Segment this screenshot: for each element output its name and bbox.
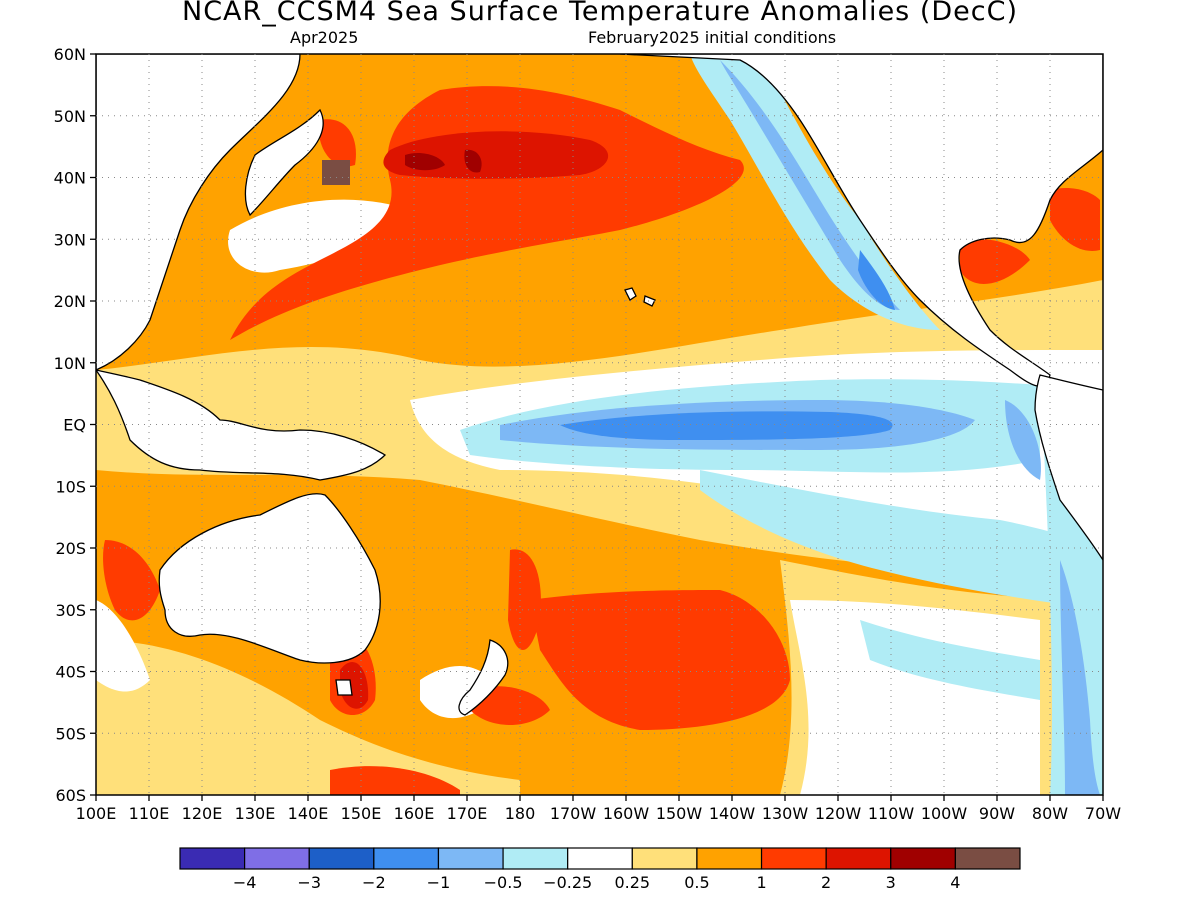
colorbar-swatch (308, 847, 375, 870)
lon-tick-label: 160E (394, 804, 435, 823)
asia-landmass (96, 54, 301, 371)
colorbar: −4 −3 −2 −1 −0.5 −0.25 0.25 0.5 1 2 3 4 (179, 847, 1021, 892)
lon-tick-label: 150E (341, 804, 382, 823)
lon-tick-label: 130E (235, 804, 276, 823)
new-zealand (458, 639, 509, 716)
colorbar-swatch (437, 847, 504, 870)
lon-tick-label: 110E (129, 804, 170, 823)
lon-tick-label: 130W (762, 804, 809, 823)
lat-tick-label: 10S (55, 477, 86, 496)
lat-tick-label: 40S (55, 663, 86, 682)
lat-tick-label: 20N (54, 292, 86, 311)
lon-tick-label: 80W (1032, 804, 1068, 823)
colorbar-swatch (373, 847, 440, 870)
lon-tick-label: 120W (815, 804, 862, 823)
initial-conditions: February2025 initial conditions (588, 28, 837, 47)
anomaly-field (96, 54, 1103, 795)
lon-tick-label: 120E (182, 804, 223, 823)
south-america (1034, 374, 1103, 562)
colorbar-label: −1 (427, 873, 451, 892)
latitude-axis: 60N 50N 40N 30N 20N 10N EQ 10S 20S 30S 40S 50S 60S (54, 45, 96, 805)
lon-tick-label: 90W (979, 804, 1015, 823)
colorbar-swatch (502, 847, 569, 870)
colorbar-swatch (179, 847, 246, 870)
lat-tick-label: 40N (54, 169, 86, 188)
lat-tick-label: 50S (55, 724, 86, 743)
colorbar-label: −0.25 (543, 873, 592, 892)
colorbar-label: −0.5 (484, 873, 523, 892)
lon-tick-label: 170E (447, 804, 488, 823)
tasmania (335, 679, 353, 696)
lon-tick-label: 110W (868, 804, 915, 823)
lon-tick-label: 70W (1085, 804, 1121, 823)
japan (244, 108, 324, 217)
lon-tick-label: 100W (921, 804, 968, 823)
colorbar-label: −3 (297, 873, 321, 892)
lat-tick-label: 50N (54, 107, 86, 126)
lon-tick-label: 160W (603, 804, 650, 823)
colorbar-swatch (631, 847, 698, 870)
forecast-month: Apr2025 (290, 28, 359, 47)
hawaii (624, 287, 656, 307)
colorbar-swatch (760, 847, 827, 870)
colorbar-swatch (825, 847, 892, 870)
map-title: NCAR_CCSM4 Sea Surface Temperature Anoma… (182, 0, 1018, 27)
colorbar-swatch (954, 847, 1021, 870)
lon-tick-label: 180 (505, 804, 536, 823)
colorbar-swatch (244, 847, 310, 870)
colorbar-swatch (567, 847, 633, 870)
lon-tick-label: 150W (656, 804, 703, 823)
lat-tick-label: 30S (55, 601, 86, 620)
lat-tick-label: 60N (54, 45, 86, 64)
colorbar-label: 3 (886, 873, 896, 892)
colorbar-label: −2 (362, 873, 386, 892)
lat-tick-label: 20S (55, 539, 86, 558)
lon-tick-label: 170W (550, 804, 597, 823)
lon-tick-label: 140W (709, 804, 756, 823)
lat-tick-label: 30N (54, 230, 86, 249)
australia (158, 493, 381, 664)
lat-tick-label: 60S (55, 786, 86, 805)
colorbar-swatch (696, 847, 763, 870)
lat-tick-label: EQ (63, 416, 86, 435)
colorbar-label: 4 (950, 873, 960, 892)
lon-tick-label: 140E (288, 804, 329, 823)
colorbar-label: 1 (756, 873, 766, 892)
colorbar-label: −4 (233, 873, 257, 892)
lat-tick-label: 10N (54, 354, 86, 373)
colorbar-swatch (890, 847, 956, 870)
lon-tick-label: 100E (76, 804, 117, 823)
colorbar-label: 0.25 (614, 873, 650, 892)
colorbar-label: 2 (821, 873, 831, 892)
longitude-axis: 100E 110E 120E 130E 140E 150E 160E 170E 180 170W 1… (76, 795, 1121, 823)
colorbar-label: 0.5 (684, 873, 709, 892)
